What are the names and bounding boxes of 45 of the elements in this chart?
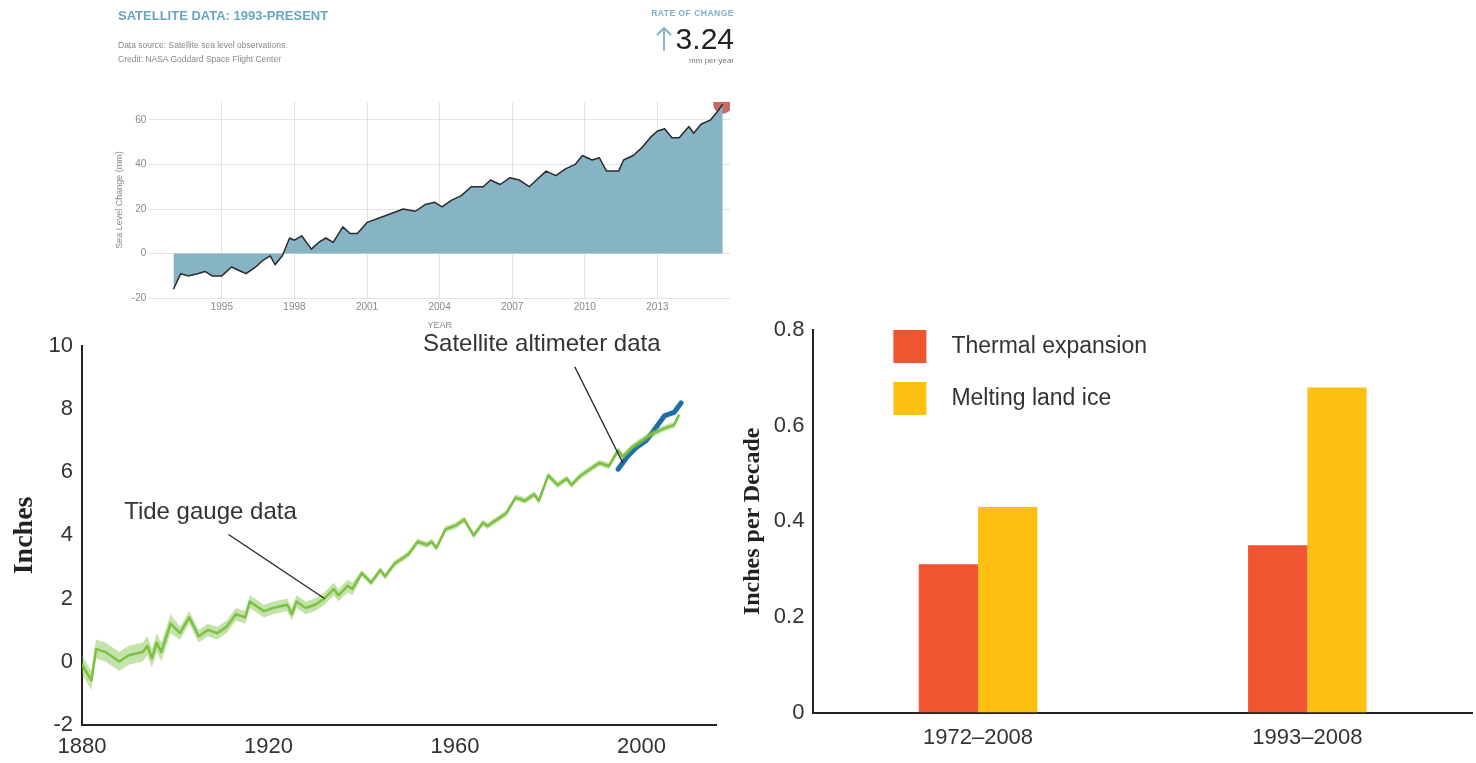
legend-label: Melting land ice <box>951 384 1112 411</box>
y-tick-label: 8 <box>60 395 74 421</box>
bar <box>1307 387 1367 713</box>
y-tick-label: 4 <box>60 521 74 547</box>
y-tick-label: -20 <box>131 291 147 303</box>
y-tick-label: 0.2 <box>773 603 805 629</box>
y-tick-label: 0.8 <box>773 316 805 342</box>
annotation: Satellite altimeter data <box>423 329 662 357</box>
y-tick-label: 10 <box>48 332 74 358</box>
y-tick-label: 2 <box>60 584 74 610</box>
x-tick-label: 1920 <box>244 732 293 758</box>
x-tick-label: 1972–2008 <box>922 723 1034 749</box>
y-axis-title: Inches per Decade <box>737 427 764 616</box>
y-tick-label: 20 <box>135 202 147 214</box>
x-tick-label: 1993–2008 <box>1252 723 1363 749</box>
y-tick-label: 40 <box>135 158 147 170</box>
y-tick-label: 60 <box>135 113 147 125</box>
text: 3.24 <box>675 22 734 55</box>
x-tick-label: 2000 <box>616 732 666 758</box>
text: mm per year <box>689 56 734 65</box>
y-tick-label: 6 <box>60 458 74 484</box>
y-tick-label: 0.4 <box>773 507 805 533</box>
bar <box>1248 545 1308 713</box>
x-tick-label: 2007 <box>501 300 524 312</box>
x-tick-label: 1995 <box>210 300 234 312</box>
x-tick-label: 1998 <box>283 300 306 312</box>
x-axis-title: YEAR <box>427 320 453 331</box>
chart-subtitle: Data source: Satellite sea level observations. Credit: NASA Goddard Space Flight Center <box>118 39 288 66</box>
chart-title: SATELLITE DATA: 1993-PRESENT <box>118 8 329 23</box>
y-tick-label: 0 <box>792 698 805 724</box>
legend-label: Thermal expansion <box>951 332 1147 359</box>
annotation: Tide gauge data <box>124 497 298 525</box>
bar <box>978 506 1038 713</box>
y-axis-title: Inches <box>7 496 39 575</box>
x-tick-label: 2001 <box>355 300 379 312</box>
bar <box>918 564 979 713</box>
x-tick-label: 2004 <box>428 300 452 312</box>
x-tick-label: 2010 <box>573 300 597 312</box>
y-tick-label: 0 <box>60 647 74 673</box>
x-tick-label: 2013 <box>646 300 669 312</box>
x-tick-label: 1960 <box>430 732 480 758</box>
y-axis-title: Sea Level Change (mm) <box>113 151 124 249</box>
y-tick-label: 0.6 <box>773 411 805 437</box>
y-tick-label: 0 <box>140 247 147 259</box>
text: RATE OF CHANGE <box>651 8 734 18</box>
